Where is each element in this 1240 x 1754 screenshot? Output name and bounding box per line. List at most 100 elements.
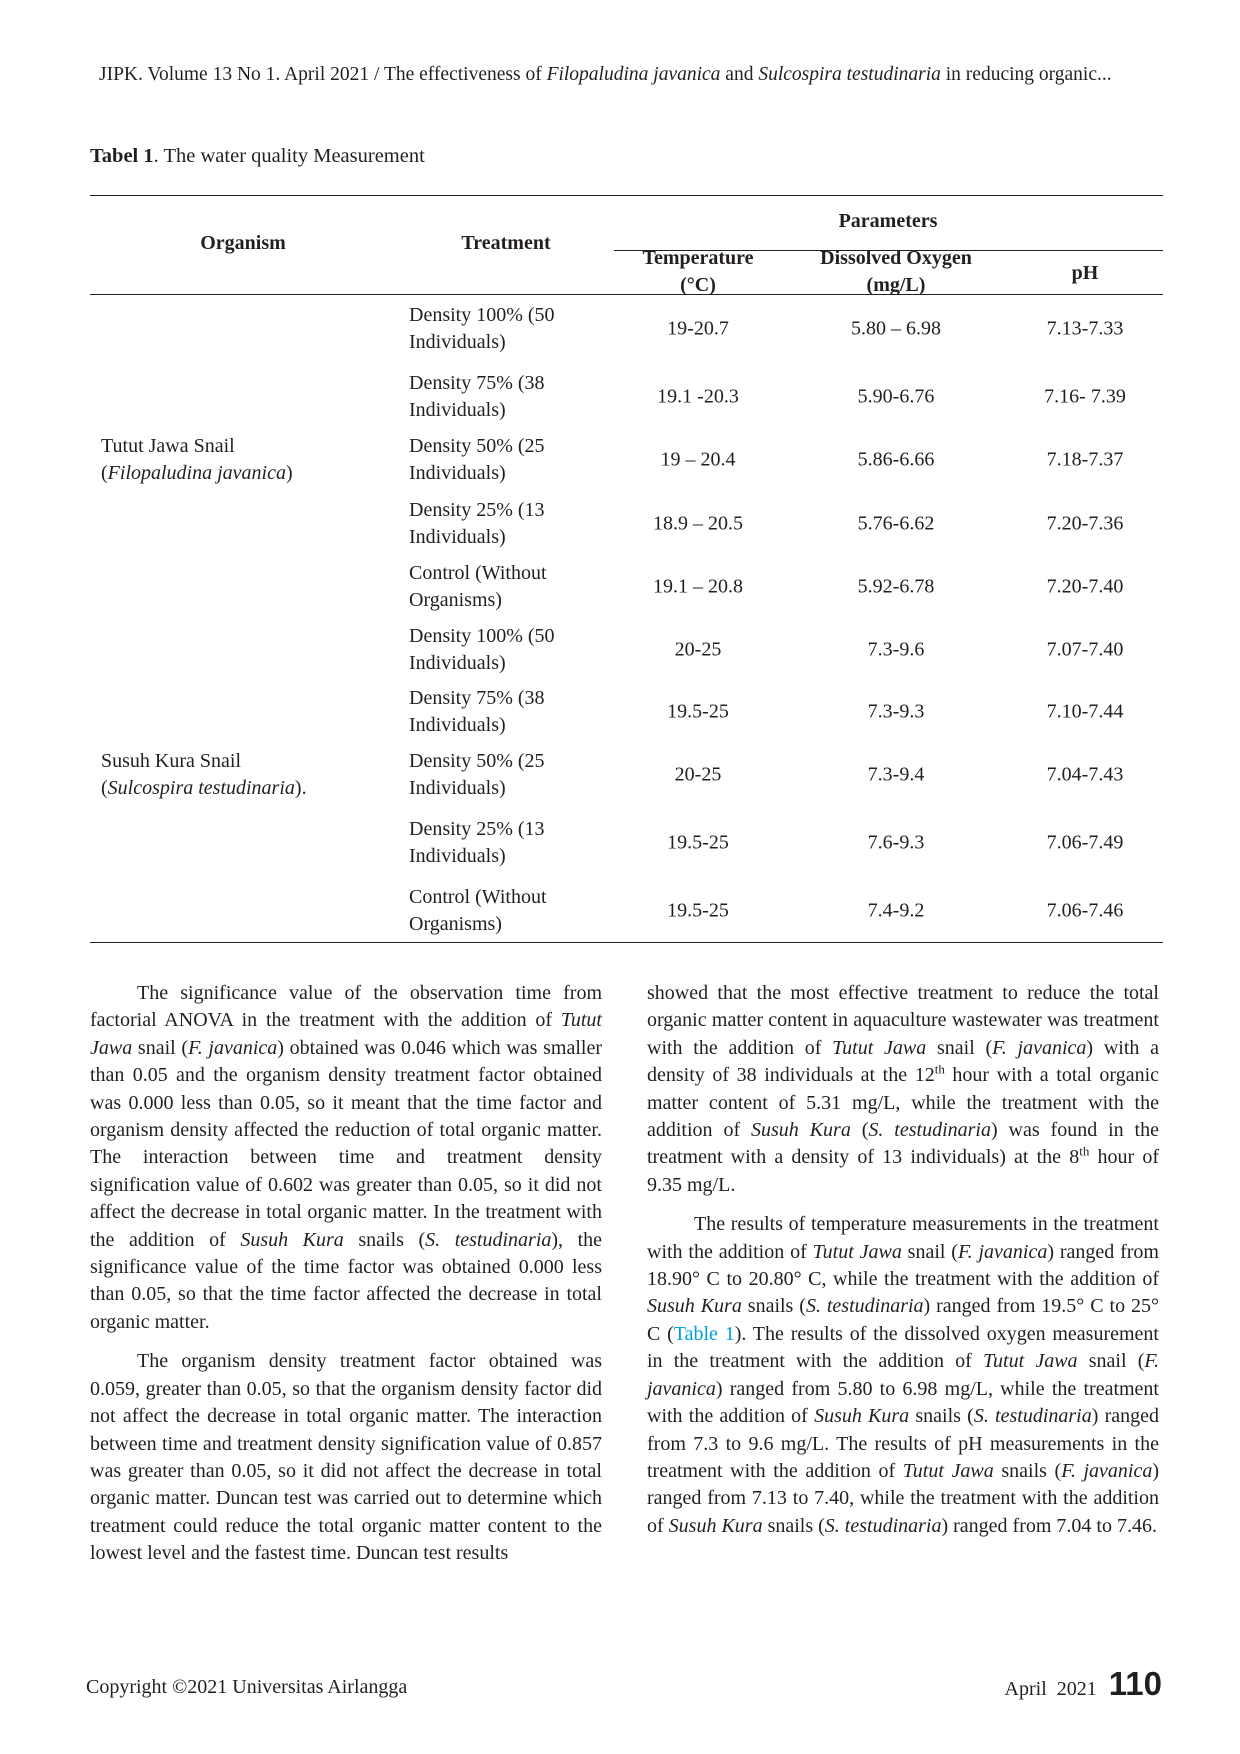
temperature-cell: 19.1 – 20.8 xyxy=(653,575,743,598)
text-run: snails ( xyxy=(741,1295,806,1318)
organism-cell: Tutut Jawa Snail (Filopaludina javanica) xyxy=(101,433,361,487)
ph-cell: 7.18-7.37 xyxy=(1046,448,1124,471)
header-treatment: Treatment xyxy=(461,232,551,254)
dissolved-oxygen-cell: 5.76-6.62 xyxy=(857,512,935,535)
paragraph: showed that the most effective treatment… xyxy=(647,980,1159,1199)
text-run: ), the significance value of the time fa… xyxy=(90,1228,603,1333)
text-run: ) with a density of 38 individuals at th… xyxy=(647,1036,1159,1087)
temperature-cell: 19.1 -20.3 xyxy=(657,385,739,408)
italic-text: Tutut Jawa xyxy=(812,1240,902,1263)
text-run: ) ranged from 7.13 to 7.40, while the tr… xyxy=(647,1459,1159,1537)
italic-text: Susuh Kura xyxy=(814,1405,910,1428)
ph-cell: 7.07-7.40 xyxy=(1046,638,1124,661)
text-run: snail ( xyxy=(132,1036,189,1059)
temperature-cell: 19 – 20.4 xyxy=(660,448,736,471)
page-number: 110 xyxy=(1108,1665,1162,1702)
header-organism: Organism xyxy=(200,232,286,254)
text-run: ) ranged from 7.3 to 9.6 mg/L. The resul… xyxy=(647,1405,1160,1482)
italic-text: Tutut Jawa xyxy=(832,1036,927,1059)
dissolved-oxygen-cell: 7.6-9.3 xyxy=(867,831,925,854)
table-caption-text: . The water quality Measurement xyxy=(153,145,425,167)
italic-text: Susuh Kura xyxy=(240,1228,344,1251)
paragraph: The organism density treatment factor ob… xyxy=(90,1348,602,1567)
treatment-cell: Density 25% (13 Individuals) xyxy=(409,818,545,867)
header-text: Filopaludina javanica xyxy=(546,64,721,85)
organism-name: Tutut Jawa Snail xyxy=(101,435,235,457)
dissolved-oxygen-cell: 7.3-9.6 xyxy=(867,638,925,661)
text-run: th xyxy=(934,1061,945,1077)
header-text: in reducing organic... xyxy=(940,64,1112,85)
dissolved-oxygen-cell: 7.4-9.2 xyxy=(867,899,925,922)
text-run: The results of temperature measurements … xyxy=(647,1213,1159,1263)
text-run: snails ( xyxy=(343,1228,426,1251)
ph-cell: 7.13-7.33 xyxy=(1046,317,1124,340)
temperature-cell: 18.9 – 20.5 xyxy=(653,512,743,535)
treatment-cell: Density 25% (13 Individuals) xyxy=(409,499,545,548)
table-reference-link[interactable]: Table 1 xyxy=(673,1322,735,1345)
footer-date: April 2021 xyxy=(1004,1678,1097,1700)
ph-cell: 7.06-7.46 xyxy=(1046,899,1124,922)
italic-text: Susuh Kura xyxy=(647,1295,742,1318)
ph-cell: 7.10-7.44 xyxy=(1046,700,1124,723)
text-run: The significance value of the observatio… xyxy=(90,982,602,1032)
text-run: ) was found in the treatment with a dens… xyxy=(647,1119,1159,1169)
table-caption: Tabel 1. The water quality Measurement xyxy=(90,145,425,168)
header-ph: pH xyxy=(1071,262,1099,284)
text-run: ) ranged from 18.90° C to 20.80° C, whil… xyxy=(647,1240,1159,1291)
italic-text: F. javanica xyxy=(1061,1459,1153,1482)
text-run: ) ranged from 7.04 to 7.46. xyxy=(941,1514,1157,1537)
temperature-cell: 20-25 xyxy=(674,763,722,786)
italic-text: S. testudinaria xyxy=(824,1514,942,1537)
organism-name: Susuh Kura Snail xyxy=(101,750,241,772)
header-parameters: Parameters xyxy=(838,210,938,232)
text-run: snails ( xyxy=(993,1459,1062,1482)
header-dissolved-oxygen: Dissolved Oxygen (mg/L) xyxy=(820,247,972,295)
text-run: showed that the most effective treatment… xyxy=(647,982,1159,1059)
header-bottom-rule xyxy=(90,294,1163,295)
text-run: ) ranged from 5.80 to 6.98 mg/L, while t… xyxy=(647,1377,1159,1428)
text-run: ( xyxy=(850,1119,869,1142)
footer-copyright: Copyright ©2021 Universitas Airlangga xyxy=(86,1676,408,1698)
organism-cell: Susuh Kura Snail (Sulcospira testudinaria… xyxy=(101,748,361,802)
temperature-cell: 19.5-25 xyxy=(667,831,729,854)
paragraph: The results of temperature measurements … xyxy=(647,1211,1159,1540)
text-run: th xyxy=(1079,1143,1090,1159)
text-run: The organism density treatment factor ob… xyxy=(90,1350,602,1565)
footer-page-info: April 2021 110 xyxy=(1005,1665,1162,1703)
dissolved-oxygen-cell: 5.92-6.78 xyxy=(857,575,935,598)
treatment-cell: Density 75% (38 Individuals) xyxy=(409,372,545,421)
parameters-rule xyxy=(614,250,1163,251)
italic-text: Tutut Jawa xyxy=(902,1459,994,1482)
treatment-cell: Density 75% (38 Individuals) xyxy=(409,687,545,736)
text-run: ) obtained was 0.046 which was smaller t… xyxy=(90,1036,602,1251)
italic-text: S. testudinaria xyxy=(868,1119,991,1142)
dissolved-oxygen-cell: 5.86-6.66 xyxy=(857,448,935,471)
left-text-column: The significance value of the observatio… xyxy=(90,980,602,1580)
dissolved-oxygen-cell: 7.3-9.4 xyxy=(867,763,925,786)
italic-text: F. javanica xyxy=(992,1036,1087,1059)
right-text-column: showed that the most effective treatment… xyxy=(647,980,1159,1552)
italic-text: S. testudinaria xyxy=(425,1228,552,1251)
punct: ). xyxy=(294,777,307,799)
header-text: and xyxy=(720,64,759,85)
ph-cell: 7.20-7.36 xyxy=(1046,512,1124,535)
organism-latin-name: Sulcospira testudinaria xyxy=(107,777,295,799)
text-run: snails ( xyxy=(909,1405,974,1428)
ph-cell: 7.20-7.40 xyxy=(1046,575,1124,598)
ph-cell: 7.06-7.49 xyxy=(1046,831,1124,854)
treatment-cell: Density 100% (50 Individuals) xyxy=(409,625,555,674)
italic-text: S. testudinaria xyxy=(805,1295,924,1318)
text-run: ). The results of the dissolved oxygen m… xyxy=(647,1322,1159,1373)
treatment-cell: Control (Without Organisms) xyxy=(409,886,547,935)
header-text: JIPK. Volume 13 No 1. April 2021 / The e… xyxy=(99,64,547,85)
dissolved-oxygen-cell: 7.3-9.3 xyxy=(867,700,925,723)
table-top-rule xyxy=(90,195,1163,196)
dissolved-oxygen-cell: 5.80 – 6.98 xyxy=(851,317,941,340)
temperature-cell: 19.5-25 xyxy=(667,899,729,922)
temperature-cell: 19.5-25 xyxy=(667,700,729,723)
table-label: Tabel 1 xyxy=(90,145,154,167)
text-run: hour with a total organic matter content… xyxy=(647,1064,1160,1142)
italic-text: Tutut Jawa xyxy=(983,1350,1078,1373)
dissolved-oxygen-cell: 5.90-6.76 xyxy=(857,385,935,408)
treatment-cell: Density 100% (50 Individuals) xyxy=(409,304,555,353)
